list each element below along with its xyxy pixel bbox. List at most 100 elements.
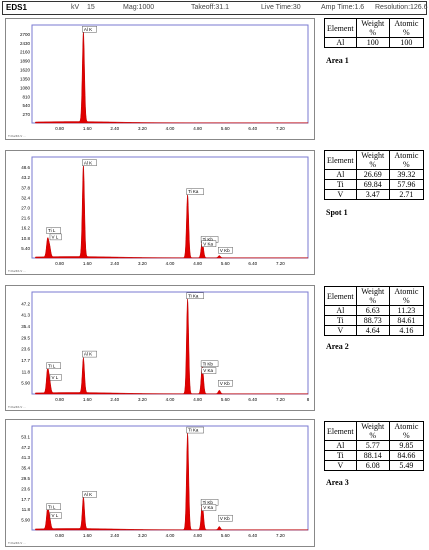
takeoff-readout: Takeoff:31.1 [191,4,230,11]
spectrum-chart-area-1: 270 540 810 1080 1350 1620 1890 2160 2430 2700 0.8… [8,24,309,138]
svg-text:V Kb: V Kb [220,381,230,386]
y-tick-label: 48.6 [21,165,30,170]
eds-header-bar: EDS1 kV 15 Mag:1000 Takeoff:31.1 Live Ti… [2,1,428,15]
col-element: Element [324,286,357,306]
svg-text:V L: V L [51,234,58,239]
x-tick-label: 3.20 [138,397,147,402]
y-tick-label: 47.2 [21,301,30,306]
kv-label: kV [71,4,80,11]
table-row: Al 5.77 9.85 [324,440,425,451]
cell-weight: 3.47 [355,189,390,200]
y-tick-label: 540 [22,103,30,108]
y-tick-label: 37.8 [21,185,30,190]
composition-table-area-2: Element Weight % Atomic % Al 6.63 11.23 … [324,286,425,336]
status-footer: Ti Ka/Kb V ... [8,269,26,273]
peak-label: Ti Ka [186,292,204,299]
cell-weight: 6.63 [355,305,390,316]
peak-label: V Kb [218,380,233,387]
area-label-2: Spot 1 [326,208,348,217]
cell-element: V [324,460,357,471]
x-tick-label: 2.40 [110,261,119,266]
y-tick-label: 41.3 [21,313,30,318]
plot-frame [31,24,309,124]
x-tick-label: 5.60 [221,533,230,538]
peak-label: Ti Ka [186,188,204,195]
x-tick-label: 2.40 [110,397,119,402]
svg-text:Al K: Al K [84,27,92,32]
status-footer: Ti Ka/Kb V ... [8,134,26,138]
y-tick-label: 47.2 [21,445,30,450]
y-tick-label: 29.5 [21,476,30,481]
peak-label: V L [49,512,62,519]
spectrum-series [35,164,309,259]
col-element: Element [324,150,357,170]
x-tick-label: 6.40 [248,533,257,538]
spectrum-panel-area-2: 5.90 11.8 17.7 23.6 29.5 35.4 41.3 47.2 0.80 1.60… [5,285,315,411]
composition-table-spot-1: Element Weight % Atomic % Al 26.69 39.32… [324,150,425,200]
table-row: Ti 88.73 84.61 [324,315,425,326]
x-tick-label: 4.00 [166,126,175,131]
resolution-readout: Resolution:126.6 [375,4,428,11]
cell-weight: 6.08 [355,460,390,471]
svg-text:Al K: Al K [84,492,92,497]
cell-element: Ti [324,179,357,190]
y-tick-label: 35.4 [21,324,30,329]
col-element: Element [324,421,357,441]
spectrum-series [35,298,309,395]
table-row: Ti 88.14 84.66 [324,450,425,461]
x-tick-label: 1.60 [83,126,92,131]
plot-frame [31,156,309,259]
y-tick-label: 270 [22,112,30,117]
area-label-4: Area 3 [326,478,349,487]
col-weight: Weight % [355,421,390,441]
peak-label: Al K [82,26,97,33]
svg-text:Ti L: Ti L [48,228,56,233]
spectrum-panel-area-3: 5.90 11.8 17.7 23.6 29.5 35.4 41.3 47.2 53.1 0.80… [5,419,315,547]
spectrum-chart-area-2: 5.90 11.8 17.7 23.6 29.5 35.4 41.3 47.2 0.80 1.60… [8,291,310,409]
y-tick-label: 11.8 [22,369,31,374]
y-tick-label: 5.40 [21,246,30,251]
peak-label: Al K [82,491,97,498]
composition-table-area-1: Element Weight % Atomic % Al 100 100 [324,18,425,48]
x-tick-label: 6.40 [248,126,257,131]
y-tick-label: 35.4 [21,466,30,471]
cell-weight: 4.64 [355,325,390,336]
y-tick-label: 2700 [20,32,31,37]
peak-label: Al K [82,159,97,166]
cell-element: Ti [324,315,357,326]
cell-weight: 88.14 [355,450,390,461]
x-tick-label: 5.60 [221,261,230,266]
y-tick-label: 41.3 [21,455,30,460]
y-tick-label: 17.7 [21,358,30,363]
svg-text:Ti L: Ti L [48,504,56,509]
svg-text:V Ka: V Ka [203,241,213,246]
col-weight: Weight % [355,286,390,306]
x-tick-label: 4.80 [193,261,202,266]
spectrum-panel-area-1: 270 540 810 1080 1350 1620 1890 2160 2430 2700 0.8… [5,18,315,140]
svg-text:Al K: Al K [84,352,92,357]
y-tick-label: 5.90 [21,381,30,386]
peak-label: Al K [82,350,97,358]
cell-atomic: 4.16 [388,325,425,336]
cell-weight: 100 [355,37,390,48]
cell-weight: 69.84 [355,179,390,190]
cell-atomic: 9.85 [388,440,425,451]
col-element: Element [324,18,357,38]
cell-element: Al [324,440,357,451]
y-tick-label: 1080 [20,85,31,90]
composition-table-area-3: Element Weight % Atomic % Al 5.77 9.85 T… [324,421,425,471]
table-row: V 6.08 5.49 [324,460,425,471]
svg-text:V L: V L [51,375,58,380]
table-row: Al 6.63 11.23 [324,305,425,316]
svg-text:Al K: Al K [84,160,92,165]
cell-atomic: 57.96 [388,179,425,190]
col-atomic: Atomic % [388,18,425,38]
area-label-1: Area 1 [326,56,349,65]
cell-atomic: 100 [388,37,425,48]
spectrum-series [35,30,309,124]
x-tick-label: 0.80 [55,533,64,538]
x-tick-label: 2.40 [110,126,119,131]
y-tick-label: 29.5 [21,335,30,340]
col-weight: Weight % [355,18,390,38]
x-tick-label: 6.40 [248,261,257,266]
